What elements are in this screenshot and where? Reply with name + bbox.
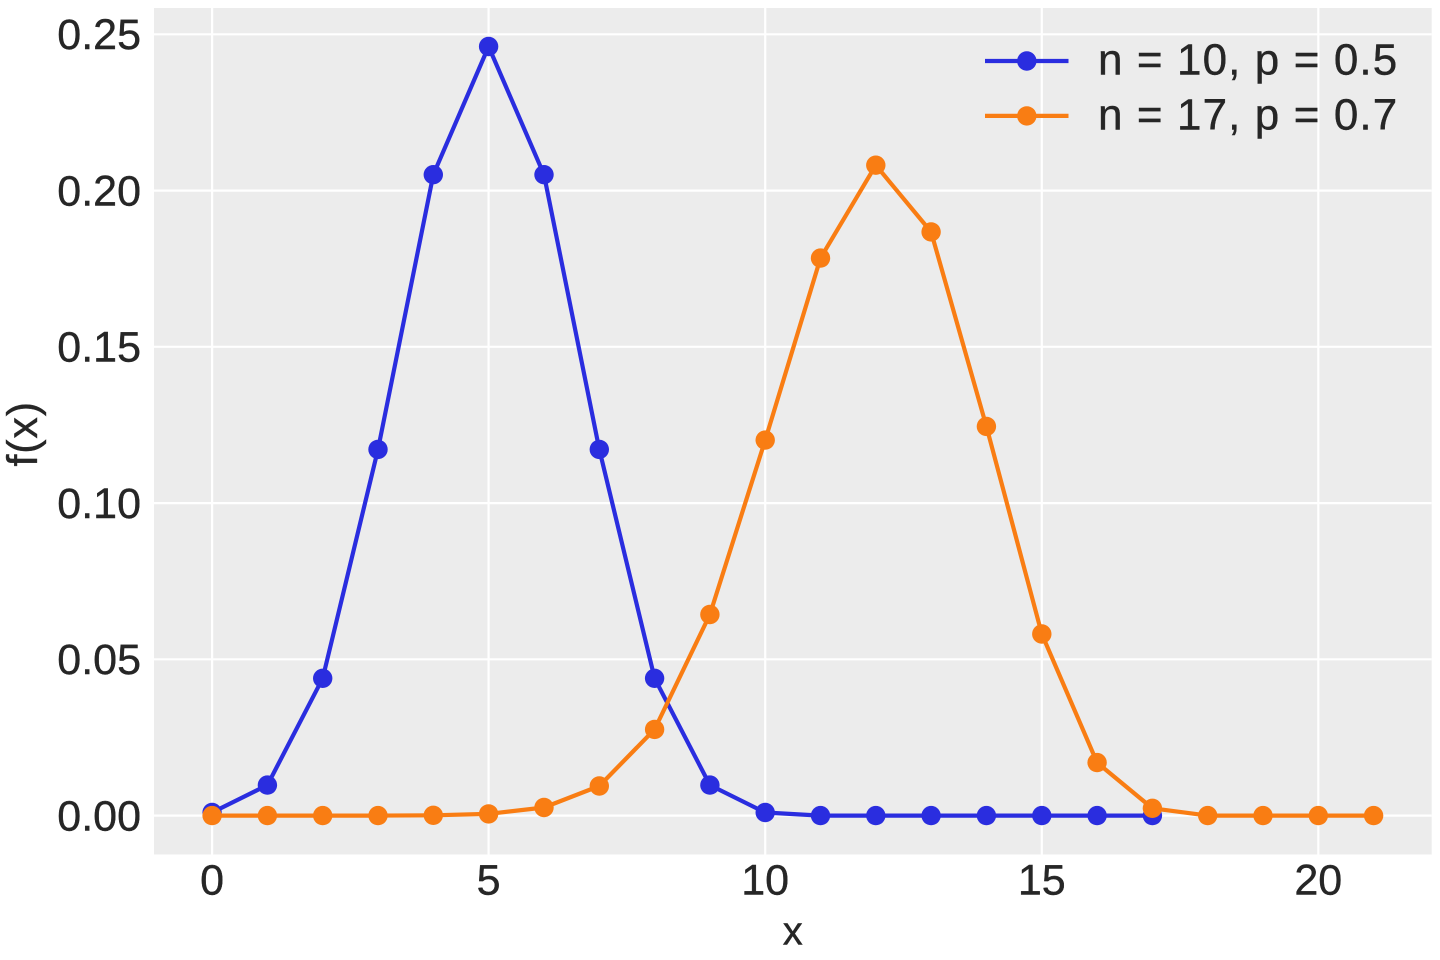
svg-text:f(x): f(x) — [0, 401, 47, 466]
svg-text:20: 20 — [1294, 856, 1342, 904]
svg-text:5: 5 — [477, 856, 501, 904]
svg-text:0.25: 0.25 — [57, 11, 141, 59]
svg-text:10: 10 — [741, 856, 789, 904]
svg-text:x: x — [783, 909, 803, 953]
svg-text:0.15: 0.15 — [57, 324, 141, 372]
svg-text:15: 15 — [1018, 856, 1066, 904]
svg-text:0: 0 — [200, 856, 224, 904]
svg-text:0.05: 0.05 — [57, 636, 141, 684]
svg-text:0.10: 0.10 — [57, 480, 141, 528]
svg-text:0.20: 0.20 — [57, 168, 141, 216]
svg-text:n = 10, p = 0.5: n = 10, p = 0.5 — [1098, 35, 1398, 84]
svg-text:n = 17, p = 0.7: n = 17, p = 0.7 — [1098, 90, 1398, 139]
svg-text:0.00: 0.00 — [57, 793, 141, 841]
